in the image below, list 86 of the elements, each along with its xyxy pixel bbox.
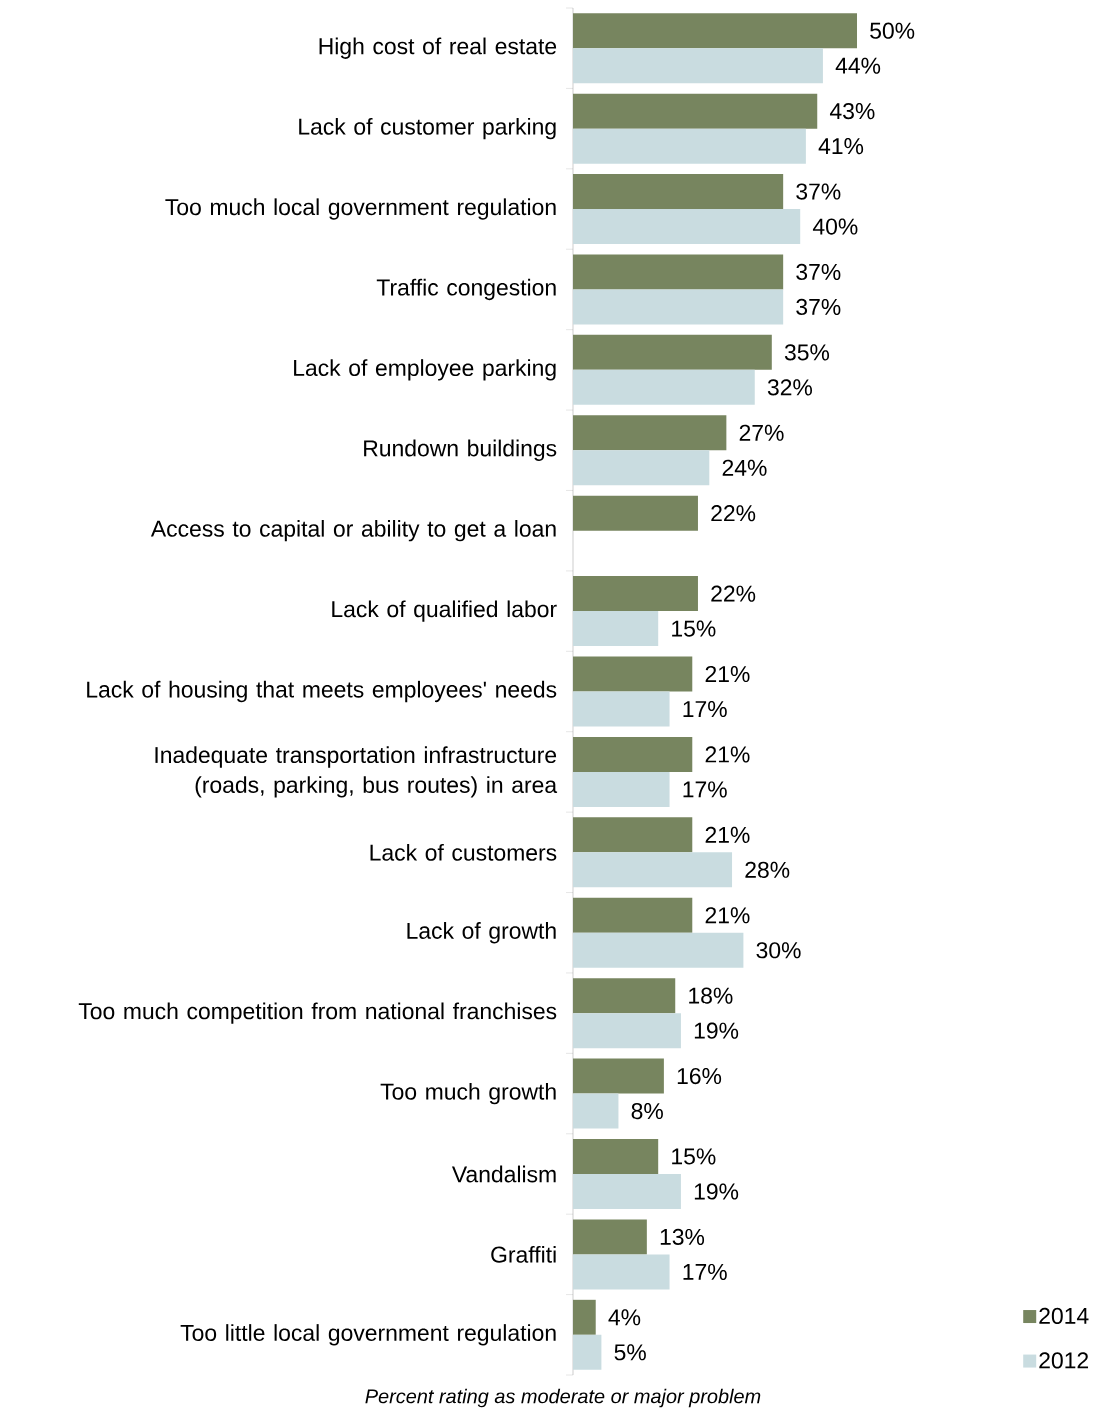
y-tick-label: Lack of housing that meets employees' needs — [87, 680, 557, 703]
bar — [573, 1219, 647, 1255]
data-label: 15% — [672, 1148, 716, 1165]
y-tick-label: Too much local government regulation — [165, 198, 556, 220]
bar — [573, 254, 784, 290]
data-label: 15% — [672, 620, 716, 637]
bar — [573, 736, 693, 772]
y-tick-label: Vandalism — [451, 1165, 556, 1183]
data-label: 40% — [812, 218, 858, 235]
data-label: 37% — [796, 183, 841, 200]
bar — [573, 817, 693, 853]
data-label: 5% — [614, 1344, 646, 1361]
data-label: 21% — [705, 665, 750, 683]
bar — [573, 1254, 670, 1290]
y-tick-label: Too much growth — [380, 1082, 556, 1105]
bar — [573, 128, 806, 164]
y-tick-label: Access to capital or ability to get a loan — [150, 520, 556, 542]
data-label: 17% — [683, 1263, 727, 1280]
bar — [573, 771, 670, 807]
bar — [573, 576, 698, 612]
bar — [573, 656, 693, 692]
legend-label: 2012 — [1039, 1352, 1089, 1369]
y-tick-label: Lack of qualified labor — [332, 600, 557, 622]
bar — [573, 978, 676, 1014]
bar — [573, 334, 772, 370]
data-label: 37% — [796, 298, 841, 316]
bar — [573, 1299, 596, 1335]
data-label: 35% — [784, 344, 830, 361]
bar — [573, 495, 698, 531]
bar — [573, 93, 818, 129]
bar — [573, 1013, 681, 1049]
bar — [573, 897, 693, 933]
bar — [573, 289, 784, 325]
data-label: 37% — [796, 263, 841, 281]
data-label: 8% — [631, 1102, 663, 1120]
data-label: 21% — [705, 907, 750, 924]
bar — [573, 450, 710, 486]
y-tick-label: Lack of growth — [407, 922, 556, 944]
data-label: 16% — [677, 1067, 722, 1085]
data-label: 44% — [835, 57, 881, 74]
bar — [573, 369, 755, 405]
bar — [573, 1058, 664, 1094]
y-tick-label: Too much competition from national franchises — [78, 1002, 557, 1024]
bar — [573, 1093, 619, 1129]
data-label: 13% — [660, 1228, 705, 1246]
y-tick-label: Graffiti — [491, 1245, 556, 1263]
data-label: 30% — [756, 942, 801, 959]
data-label: 41% — [818, 138, 864, 155]
bar — [573, 415, 727, 451]
bar — [573, 691, 670, 727]
x-axis-title: Percent rating as moderate or major problem — [365, 1388, 761, 1408]
y-tick-label: Too little local government regulation — [180, 1324, 556, 1346]
data-label: 32% — [767, 379, 813, 396]
data-label: 43% — [829, 103, 875, 120]
bar — [573, 1334, 602, 1370]
data-label: 50% — [870, 22, 915, 39]
data-label: 27% — [739, 424, 784, 441]
y-tick-label: High cost of real estate — [319, 37, 557, 59]
data-label: 21% — [705, 826, 750, 843]
data-label: 4% — [608, 1309, 641, 1326]
data-label: 19% — [694, 1183, 739, 1200]
bar — [573, 611, 659, 647]
bar — [573, 932, 744, 968]
data-label: 22% — [711, 585, 756, 602]
y-tick-label: Lack of customers — [370, 843, 557, 861]
data-label: 24% — [722, 459, 767, 476]
y-tick-label: Inadequate transportation infrastructure (roads, parking, bus routes) in area — [155, 746, 558, 798]
data-label: 21% — [705, 746, 750, 763]
data-label: 18% — [689, 987, 733, 1004]
bar — [573, 1173, 681, 1209]
data-label: 22% — [711, 505, 756, 522]
data-label: 17% — [683, 781, 727, 798]
y-tick-label: Rundown buildings — [364, 439, 557, 461]
data-label: 19% — [694, 1022, 739, 1039]
bar — [573, 174, 784, 210]
y-tick-label: Lack of employee parking — [294, 359, 556, 381]
bar — [573, 852, 733, 888]
y-tick-label: Traffic congestion — [376, 278, 556, 301]
data-label: 17% — [683, 700, 727, 718]
bar — [573, 1138, 659, 1174]
bar — [573, 48, 823, 84]
legend-label: 2014 — [1039, 1307, 1089, 1324]
bar — [573, 209, 801, 245]
y-tick-label: Lack of customer parking — [299, 117, 556, 140]
data-label: 28% — [745, 861, 790, 878]
bar — [573, 13, 857, 49]
